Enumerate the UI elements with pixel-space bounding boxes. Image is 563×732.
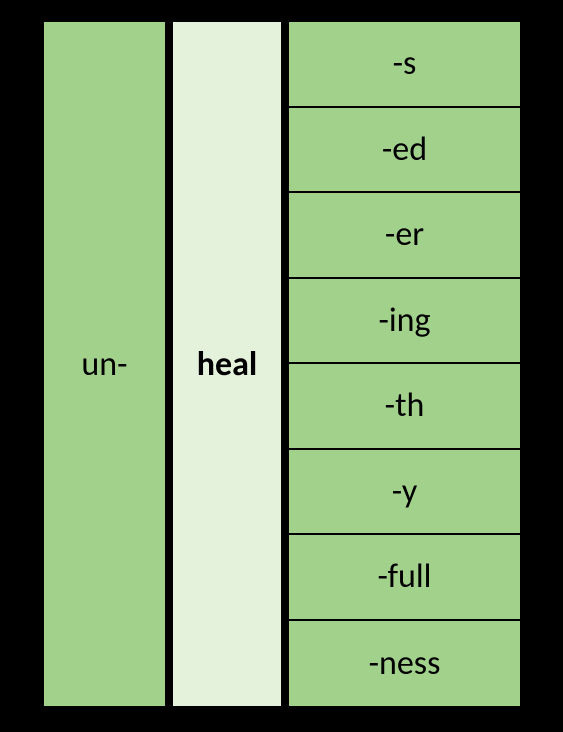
suffix-label: -ing [378,300,430,341]
prefix-label: un- [81,344,127,385]
suffix-label: -th [385,385,425,426]
suffix-label: -full [378,556,432,597]
prefix-column: un- [42,20,167,708]
suffix-label: -ness [369,643,441,684]
suffix-label: -s [393,43,417,84]
suffix-cell: -s [289,22,520,108]
suffix-cell: -ing [289,279,520,365]
suffix-cell: -full [289,535,520,621]
suffix-label: -er [385,214,424,255]
suffix-cell: -ed [289,108,520,194]
root-label: heal [197,344,258,385]
suffix-cell: -er [289,193,520,279]
root-column: heal [171,20,283,708]
suffix-cell: -th [289,364,520,450]
morphology-diagram: un- heal -s -ed -er -ing -th -y -full -ness [0,0,563,732]
suffix-label: -y [392,471,417,512]
suffix-column: -s -ed -er -ing -th -y -full -ness [287,20,522,708]
suffix-cell: -ness [289,621,520,707]
suffix-label: -ed [382,129,427,170]
suffix-cell: -y [289,450,520,536]
